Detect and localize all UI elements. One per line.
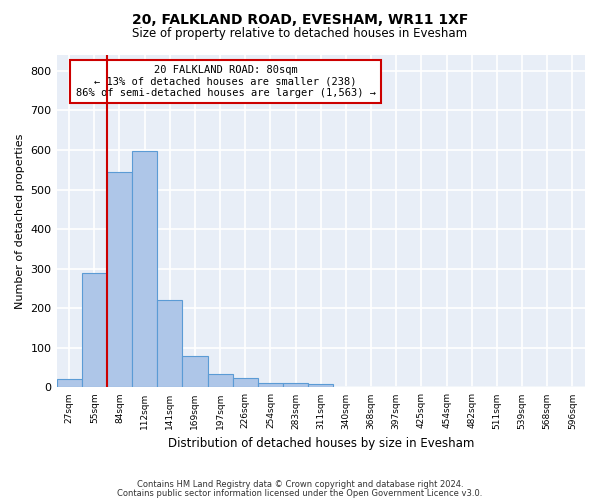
X-axis label: Distribution of detached houses by size in Evesham: Distribution of detached houses by size … [167, 437, 474, 450]
Text: Contains HM Land Registry data © Crown copyright and database right 2024.: Contains HM Land Registry data © Crown c… [137, 480, 463, 489]
Text: 20 FALKLAND ROAD: 80sqm
← 13% of detached houses are smaller (238)
86% of semi-d: 20 FALKLAND ROAD: 80sqm ← 13% of detache… [76, 65, 376, 98]
Bar [182, 356, 208, 388]
Bar [56, 378, 82, 388]
Bar [157, 300, 182, 388]
Bar [208, 374, 233, 388]
Text: Size of property relative to detached houses in Evesham: Size of property relative to detached ho… [133, 28, 467, 40]
Text: Contains public sector information licensed under the Open Government Licence v3: Contains public sector information licen… [118, 489, 482, 498]
Bar [258, 382, 283, 388]
Y-axis label: Number of detached properties: Number of detached properties [15, 134, 25, 309]
Bar [82, 272, 107, 388]
Bar [308, 384, 334, 388]
Text: 20, FALKLAND ROAD, EVESHAM, WR11 1XF: 20, FALKLAND ROAD, EVESHAM, WR11 1XF [132, 12, 468, 26]
Bar [283, 384, 308, 388]
Bar [132, 151, 157, 388]
Bar [107, 172, 132, 388]
Bar [233, 378, 258, 388]
